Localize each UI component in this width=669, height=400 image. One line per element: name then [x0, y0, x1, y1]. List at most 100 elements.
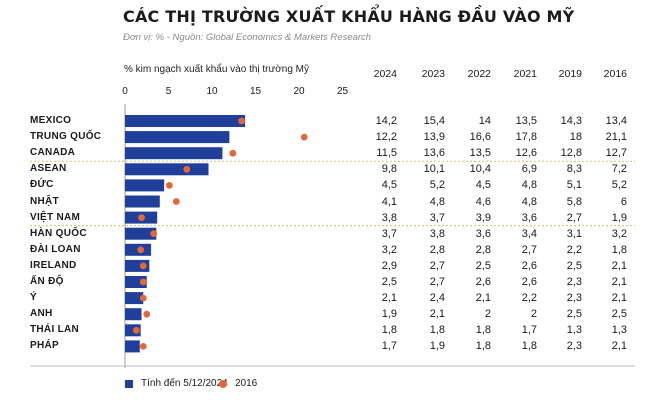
dot-2016-9 — [139, 262, 147, 270]
table-cell: 2,1 — [611, 276, 627, 288]
table-cell: 1,8 — [429, 324, 445, 337]
country-label: ẤN ĐỘ — [30, 276, 64, 287]
table-cell: 5,1 — [566, 179, 582, 192]
dot-2016-7 — [150, 230, 158, 238]
table-cell: 13,5 — [469, 147, 491, 160]
table-cell: 2,1 — [381, 292, 397, 305]
table-cell: 2,3 — [566, 292, 582, 305]
legend-bar-swatch — [125, 379, 133, 388]
table-cell: 2,1 — [611, 259, 627, 272]
x-tick-label: 0 — [122, 86, 128, 97]
year-header-2019: 2019 — [558, 68, 582, 80]
x-tick-label: 25 — [336, 86, 349, 97]
table-cell: 2,2 — [566, 243, 582, 256]
table-cell: 5,2 — [429, 179, 445, 192]
x-tick-label: 20 — [293, 86, 305, 97]
bar-12 — [125, 308, 142, 321]
table-cell: 11,5 — [376, 147, 397, 160]
table-cell: 13,6 — [423, 147, 445, 160]
table-cell: 1,8 — [475, 324, 491, 337]
country-label: ĐỨC — [30, 179, 54, 191]
table-cell: 4,8 — [521, 195, 537, 208]
dot-2016-4 — [165, 182, 173, 189]
dot-2016-12 — [143, 310, 151, 318]
table-cell: 13,9 — [423, 131, 445, 144]
table-cell: 1,7 — [381, 340, 397, 353]
dot-2016-6 — [138, 214, 145, 222]
x-tick-label: 10 — [206, 86, 218, 97]
table-cell: 1,8 — [381, 324, 397, 337]
chart-title: CÁC THỊ TRƯỜNG XUẤT KHẨU HÀNG ĐẦU VÀO MỸ — [123, 7, 575, 26]
country-label: IRELAND — [30, 259, 77, 271]
country-label: ĐÀI LOAN — [30, 243, 81, 255]
country-label: HÀN QUỐC — [30, 227, 87, 239]
dot-2016-3 — [183, 165, 191, 173]
table-cell: 2,7 — [429, 259, 445, 272]
dot-2016-5 — [172, 198, 180, 205]
table-cell: 3,6 — [475, 227, 491, 240]
table-cell: 17,8 — [515, 131, 537, 144]
table-cell: 6,9 — [521, 163, 537, 176]
dot-2016-14 — [139, 343, 147, 350]
legend-dot: 2016 — [219, 378, 257, 389]
table-cell: 2,9 — [381, 259, 397, 272]
table-cell: 13,4 — [605, 115, 627, 127]
country-label: Ý — [30, 292, 37, 304]
table-cell: 12,2 — [375, 131, 397, 144]
table-cell: 15,4 — [423, 115, 445, 127]
bar-14 — [125, 340, 140, 353]
table-cell: 3,2 — [611, 227, 627, 240]
country-label: THÁI LAN — [30, 324, 80, 336]
table-cell: 10,1 — [423, 163, 445, 176]
table-cell: 16,6 — [469, 131, 491, 144]
bar-1 — [125, 131, 230, 144]
year-header-2024: 2024 — [373, 68, 397, 80]
table-cell: 21,1 — [605, 131, 627, 144]
table-cell: 1,8 — [521, 340, 537, 353]
table-cell: 2 — [530, 308, 537, 321]
table-cell: 2 — [484, 308, 491, 321]
table-cell: 2,5 — [566, 259, 582, 272]
table-cell: 2,8 — [475, 243, 491, 256]
dot-2016-13 — [132, 326, 140, 334]
legend-bar-label: Tính đến 5/12/2024 — [141, 378, 228, 389]
table-cell: 2,1 — [429, 308, 445, 321]
table-cell: 3,8 — [429, 227, 445, 240]
bar-10 — [125, 276, 147, 288]
table-cell: 2,8 — [429, 243, 445, 256]
table-cell: 2,3 — [566, 340, 582, 353]
bar-5 — [125, 195, 160, 208]
table-cell: 13,5 — [515, 115, 537, 127]
table-cell: 2,5 — [381, 276, 397, 288]
legend-dot-label: 2016 — [235, 378, 258, 389]
table-cell: 4,1 — [381, 195, 397, 208]
x-axis-label: % kim ngạch xuất khẩu vào thị trường Mỹ — [124, 64, 309, 75]
table-cell: 1,8 — [475, 340, 491, 353]
table-cell: 10,4 — [469, 163, 491, 176]
table-cell: 12,6 — [515, 147, 537, 160]
table-cell: 1,7 — [521, 324, 537, 337]
table-cell: 2,1 — [475, 292, 491, 305]
table-cell: 3,8 — [381, 211, 397, 224]
table-cell: 3,9 — [475, 211, 491, 224]
table-cell: 3,7 — [381, 227, 397, 240]
table-cell: 2,4 — [429, 292, 445, 305]
dot-2016-8 — [137, 246, 145, 254]
table-cell: 2,6 — [521, 276, 537, 288]
table-cell: 4,6 — [475, 195, 491, 208]
table-cell: 1,8 — [611, 243, 627, 256]
table-cell: 1,3 — [566, 324, 582, 337]
table-cell: 2,5 — [566, 308, 582, 321]
table-cell: 2,7 — [521, 243, 537, 256]
table-cell: 2,3 — [566, 276, 582, 288]
table-cell: 5,8 — [566, 195, 582, 208]
table-cell: 14,2 — [375, 115, 397, 127]
table-cell: 14 — [478, 115, 491, 127]
x-tick-label: 15 — [249, 86, 262, 97]
country-label: NHẬT — [30, 195, 59, 207]
table-cell: 1,9 — [429, 340, 445, 353]
table-cell: 7,2 — [611, 163, 627, 176]
country-label: MEXICO — [30, 115, 72, 126]
legend-bar: Tính đến 5/12/2024 — [125, 378, 228, 389]
year-header-2016: 2016 — [603, 68, 627, 80]
